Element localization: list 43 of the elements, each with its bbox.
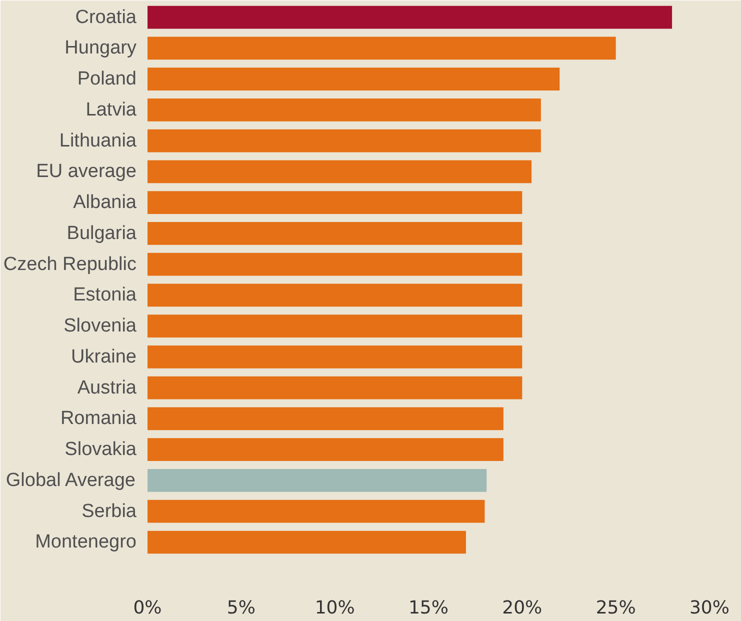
x-tick-label: 15% [408,598,449,618]
bar [148,530,466,554]
bar [148,346,522,368]
x-tick-label: 30% [689,598,730,618]
x-tick-label: 25% [596,598,636,618]
bar [148,129,541,152]
y-tick-label: Bulgaria [66,222,137,244]
y-tick-label: Croatia [75,6,137,28]
bar [148,376,522,400]
y-tick-label: Slovakia [64,439,137,460]
bar [148,191,522,214]
bar [148,438,504,462]
x-tick-label: 0% [133,598,162,618]
y-tick-label: Latvia [86,99,137,120]
y-tick-label: Slovenia [64,316,137,337]
y-tick-label: Lithuania [59,130,137,152]
bar [148,6,672,29]
y-tick-label: Serbia [82,500,137,522]
x-tick-label: 10% [314,598,355,618]
bar [148,36,616,60]
y-tick-label: Czech Republic [3,254,137,275]
y-tick-label: Estonia [73,284,137,306]
bar [148,469,487,492]
bar [148,68,560,91]
bar [148,284,522,307]
y-tick-label: Albania [73,192,137,214]
y-tick-label: Ukraine [71,346,137,368]
bar [148,222,522,245]
bar [148,407,504,430]
bar [148,500,485,523]
y-tick-label: Austria [77,377,137,398]
y-tick-label: EU average [36,161,137,182]
y-tick-label: Romania [60,408,137,430]
y-tick-label: Hungary [64,38,137,59]
y-tick-label: Montenegro [35,532,137,553]
bar [148,98,541,122]
y-tick-label: Poland [77,68,137,90]
bar [148,252,522,276]
x-tick-label: 20% [502,598,542,618]
x-tick-label: 5% [226,598,256,618]
bar [148,160,532,184]
bar [148,314,522,338]
y-tick-label: Global Average [6,470,136,491]
